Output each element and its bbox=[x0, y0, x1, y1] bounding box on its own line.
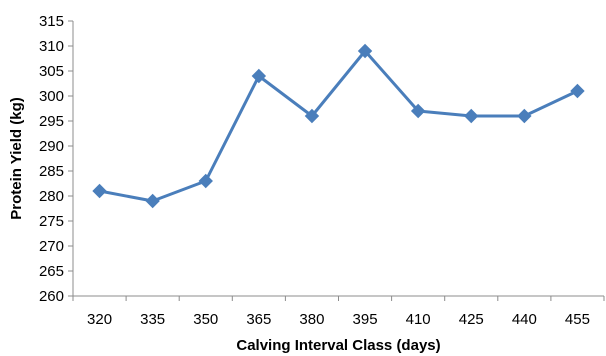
data-point-marker bbox=[145, 193, 160, 209]
y-tick-label: 260 bbox=[39, 288, 64, 305]
y-tick-label: 265 bbox=[39, 263, 64, 280]
x-tick-label: 335 bbox=[140, 311, 165, 328]
data-point-marker bbox=[570, 83, 585, 99]
y-tick-label: 310 bbox=[39, 38, 64, 55]
y-tick-label: 305 bbox=[39, 63, 64, 80]
y-tick-label: 315 bbox=[39, 13, 64, 30]
x-tick-label: 395 bbox=[353, 311, 378, 328]
y-ticks: 260 265 270 275 280 285 290 295 300 305 310 315 bbox=[39, 13, 73, 305]
data-point-marker bbox=[92, 183, 107, 199]
y-tick-label: 295 bbox=[39, 113, 64, 130]
data-point-marker bbox=[304, 108, 320, 124]
x-tick-label: 380 bbox=[299, 311, 324, 328]
y-tick-label: 280 bbox=[39, 188, 64, 205]
x-ticks: 320 335 350 365 380 395 410 425 440 455 bbox=[72, 296, 605, 328]
y-tick-label: 285 bbox=[39, 163, 64, 180]
x-tick-label: 410 bbox=[406, 311, 431, 328]
data-point-marker bbox=[357, 43, 373, 59]
x-tick-label: 455 bbox=[565, 311, 590, 328]
x-tick-label: 320 bbox=[87, 311, 112, 328]
y-axis-title: Protein Yield (kg) bbox=[8, 97, 25, 220]
x-axis: 320 335 350 365 380 395 410 425 440 455 bbox=[72, 295, 605, 328]
y-axis: 260 265 270 275 280 285 290 295 300 305 310 315 bbox=[39, 13, 74, 305]
data-point-marker bbox=[251, 68, 267, 84]
data-point-marker bbox=[464, 108, 479, 124]
x-tick-label: 440 bbox=[512, 311, 537, 328]
x-tick-label: 350 bbox=[193, 311, 218, 328]
series-line bbox=[99, 49, 579, 203]
y-tick-label: 290 bbox=[39, 138, 64, 155]
data-point-marker bbox=[517, 108, 532, 124]
data-point-marker bbox=[410, 103, 426, 119]
y-tick-label: 300 bbox=[39, 88, 64, 105]
data-point-marker bbox=[198, 173, 213, 189]
x-tick-label: 365 bbox=[246, 311, 271, 328]
y-tick-label: 270 bbox=[39, 238, 64, 255]
x-tick-label: 425 bbox=[459, 311, 484, 328]
series-protein-yield bbox=[92, 43, 585, 209]
y-tick-label: 275 bbox=[39, 213, 64, 230]
x-axis-title: Calving Interval Class (days) bbox=[236, 337, 440, 354]
